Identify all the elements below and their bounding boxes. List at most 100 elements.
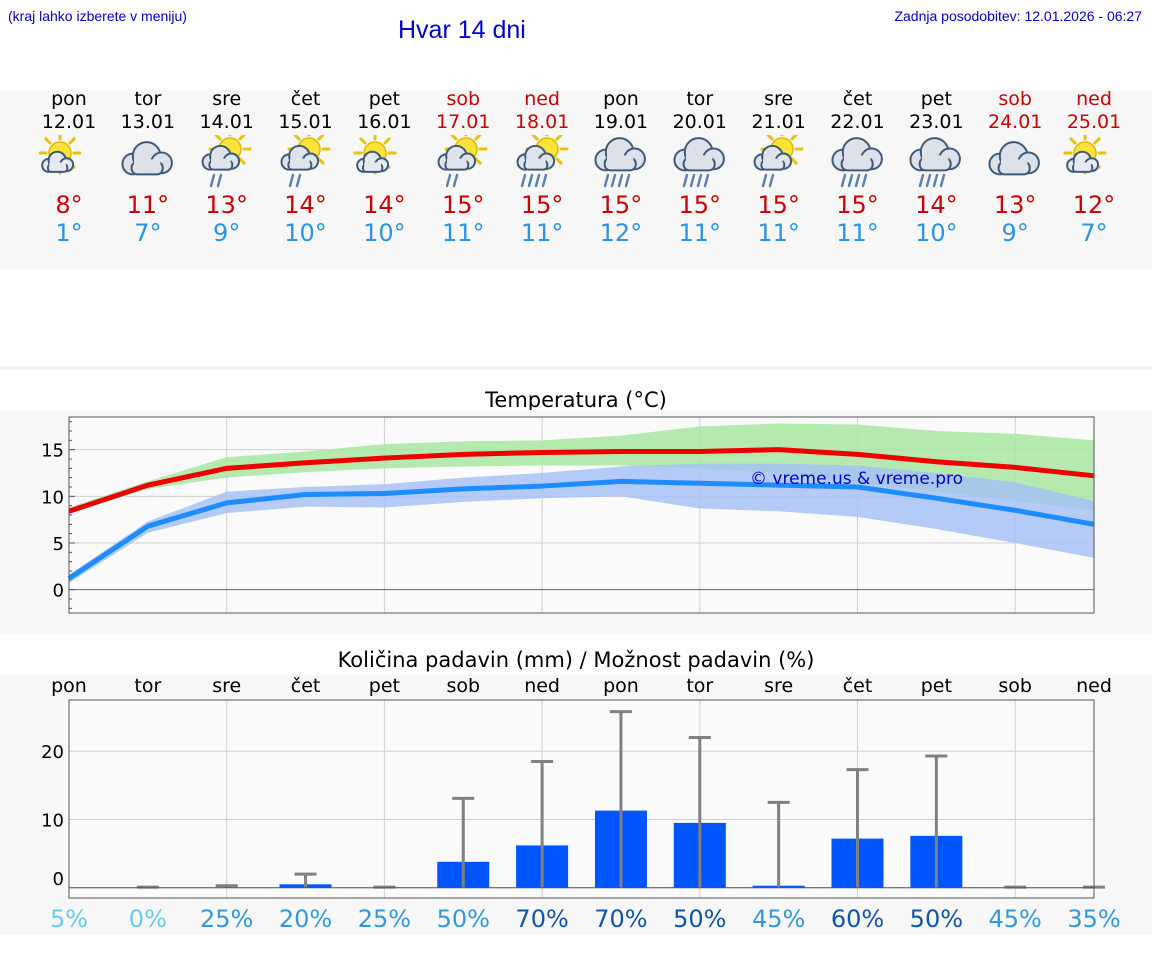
day-name: pet — [920, 88, 952, 110]
day-date: 13.01 — [120, 111, 176, 133]
day-date: 16.01 — [357, 111, 412, 133]
day-name: sob — [998, 88, 1032, 110]
day-date: 18.01 — [514, 111, 570, 133]
temperature-chart-title: Temperatura (°C) — [485, 388, 667, 412]
day-column: ned 18.01 15° 11° — [502, 88, 582, 247]
cloud-heavy-rain-icon — [830, 137, 883, 188]
cloud-heavy-rain-icon — [673, 137, 725, 188]
day-date: 21.01 — [751, 111, 806, 133]
sun-cloud-rain-icon — [201, 135, 252, 188]
day-column: sre 14.01 13° 9° — [187, 88, 267, 247]
day-date: 19.01 — [593, 111, 649, 133]
forecast-panel — [0, 90, 1152, 270]
precip-probability: 20% — [279, 905, 332, 933]
day-name: tor — [134, 88, 162, 110]
y-tick-label: 20 — [41, 742, 64, 763]
day-name: čet — [842, 88, 873, 110]
cloud-icon — [988, 141, 1041, 176]
day-label: ned — [1076, 675, 1112, 697]
precipitation-chart-title: Količina padavin (mm) / Možnost padavin … — [337, 648, 815, 672]
day-date: 12.01 — [41, 111, 97, 133]
day-label: sob — [998, 675, 1032, 697]
day-name: sre — [764, 88, 794, 110]
day-label: pon — [603, 675, 639, 697]
day-name: pon — [603, 88, 639, 110]
y-tick-label: 5 — [53, 534, 64, 555]
y-tick-label: 10 — [41, 810, 64, 831]
day-column: sob 17.01 15° 11° — [423, 88, 503, 247]
day-date: 14.01 — [199, 111, 254, 133]
day-label: tor — [686, 675, 713, 697]
day-column: čet 15.01 14° 10° — [266, 88, 346, 247]
max-temp: 8° — [55, 191, 83, 219]
min-temp: 7° — [1080, 219, 1108, 247]
day-date: 15.01 — [278, 111, 333, 133]
max-temp: 15° — [520, 191, 564, 219]
max-temp-line — [68, 447, 1095, 514]
day-name: pet — [368, 88, 400, 110]
min-temp: 11° — [836, 219, 879, 247]
cloud-heavy-rain-icon — [909, 137, 962, 188]
max-temp: 15° — [836, 191, 879, 219]
temperature-chart: 0 5 10 15 © vreme.us & vreme.pro — [41, 416, 1095, 614]
precip-probability: 70% — [594, 905, 647, 933]
min-temp: 10° — [915, 219, 958, 247]
min-temp-line — [67, 478, 1095, 581]
sun-cloud-heavy-rain-icon — [516, 135, 569, 188]
day-label: čet — [291, 675, 321, 697]
max-temp: 14° — [284, 191, 327, 219]
precip-probability: 60% — [831, 905, 884, 933]
precip-probability: 5% — [50, 905, 88, 933]
y-tick-label: 0 — [53, 869, 64, 890]
day-column: tor 20.01 15° 11° — [660, 88, 740, 247]
last-updated: Zadnja posodobitev: 12.01.2026 - 06:27 — [894, 8, 1142, 24]
sun-cloud-rain-icon — [280, 135, 331, 188]
page-title: Hvar 14 dni — [398, 16, 526, 44]
max-temp: 15° — [599, 191, 643, 219]
day-column: sre 21.01 15° 11° — [739, 88, 819, 247]
max-temp: 12° — [1072, 191, 1116, 219]
min-temp: 11° — [441, 219, 485, 247]
precipitation-chart: pon tor sre čet pet sob ned pon tor sre čet pet sob n… — [41, 675, 1121, 933]
plot-frame — [68, 699, 1095, 899]
min-temp: 11° — [678, 219, 722, 247]
precip-probability: 25% — [200, 905, 253, 933]
min-temp: 1° — [55, 219, 83, 247]
min-temp: 10° — [363, 219, 406, 247]
day-column: pet 16.01 14° 10° — [344, 88, 424, 247]
day-label: ned — [524, 675, 560, 697]
day-label: sre — [764, 675, 793, 697]
day-label: pet — [921, 675, 952, 697]
day-column: tor 13.01 11° 7° — [108, 88, 188, 247]
day-label: sob — [446, 675, 480, 697]
precip-probability: 50% — [910, 905, 963, 933]
max-temp: 15° — [441, 191, 485, 219]
sun-cloud-icon — [1063, 135, 1107, 175]
y-tick-label: 15 — [41, 441, 64, 462]
day-date: 17.01 — [436, 111, 491, 133]
day-column: ned 25.01 12° 7° — [1054, 88, 1134, 247]
precip-probability: 35% — [1067, 905, 1120, 933]
day-label: tor — [134, 675, 161, 697]
y-tick-label: 10 — [41, 487, 64, 508]
day-date: 22.01 — [830, 111, 885, 133]
precip-probability: 50% — [673, 905, 726, 933]
max-temp: 11° — [126, 191, 170, 219]
watermark: © vreme.us & vreme.pro — [750, 469, 963, 489]
precip-probability: 45% — [989, 905, 1042, 933]
min-temp: 9° — [213, 219, 241, 247]
day-column: sob 24.01 13° 9° — [975, 88, 1055, 247]
max-temp: 13° — [205, 191, 248, 219]
min-temp: 11° — [757, 219, 800, 247]
sun-cloud-icon — [38, 135, 82, 175]
divider — [0, 366, 1152, 370]
day-label: sre — [212, 675, 241, 697]
location-menu-hint[interactable]: (kraj lahko izberete v meniju) — [8, 8, 187, 24]
day-date: 25.01 — [1066, 111, 1122, 133]
precip-probability: 50% — [437, 905, 490, 933]
day-column: pet 23.01 14° 10° — [896, 88, 976, 247]
max-temp: 15° — [757, 191, 800, 219]
precip-probability: 70% — [515, 905, 568, 933]
max-temp: 14° — [915, 191, 958, 219]
max_range-band — [69, 423, 1095, 514]
